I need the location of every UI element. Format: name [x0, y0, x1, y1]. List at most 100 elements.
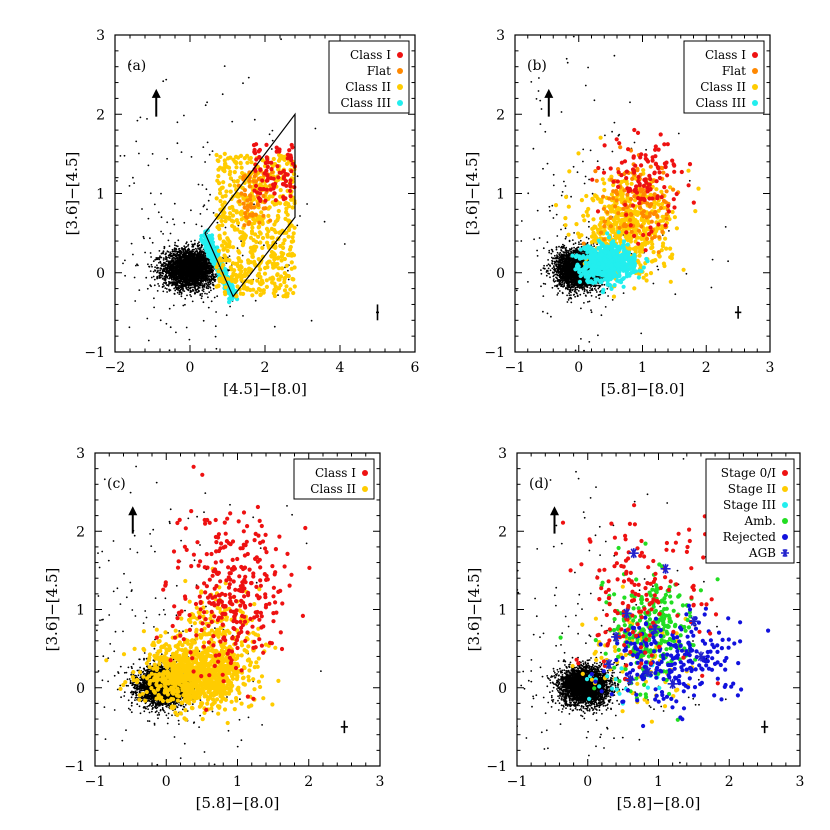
data-point — [169, 326, 172, 329]
data-point — [153, 203, 156, 206]
data-point — [230, 261, 236, 266]
data-point — [212, 212, 215, 214]
data-point — [163, 285, 165, 287]
data-point — [204, 266, 207, 269]
data-point — [269, 253, 274, 258]
data-point — [288, 184, 293, 189]
data-point — [258, 240, 263, 245]
data-point — [289, 197, 294, 202]
data-point — [225, 262, 228, 265]
data-point — [209, 272, 211, 275]
data-point — [173, 259, 176, 261]
data-point — [282, 256, 287, 262]
data-point — [261, 290, 266, 295]
data-point — [211, 150, 214, 153]
data-point — [202, 274, 205, 276]
data-point — [161, 286, 164, 288]
data-point — [265, 178, 270, 183]
data-point — [211, 283, 214, 286]
data-point — [207, 281, 209, 283]
data-point — [256, 271, 262, 276]
data-point — [545, 274, 548, 277]
data-point — [203, 284, 206, 287]
data-point — [244, 272, 249, 277]
data-point — [227, 183, 232, 188]
data-point — [174, 244, 176, 247]
data-point — [175, 279, 178, 282]
data-point — [227, 205, 232, 211]
data-point — [169, 271, 172, 274]
data-point — [193, 254, 196, 256]
data-point — [171, 284, 174, 286]
data-point — [194, 292, 197, 295]
data-point — [576, 288, 578, 291]
data-point — [134, 300, 137, 302]
data-point — [269, 167, 274, 172]
data-point — [276, 175, 281, 180]
data-point — [147, 263, 149, 266]
data-point — [172, 270, 175, 272]
data-point — [191, 274, 194, 277]
data-point — [271, 186, 276, 191]
data-point — [194, 288, 197, 291]
data-point — [179, 277, 181, 280]
data-point — [218, 165, 223, 170]
data-point — [173, 287, 176, 290]
data-point — [207, 287, 210, 290]
data-point — [215, 252, 220, 257]
data-point — [261, 193, 266, 199]
data-point — [183, 262, 186, 264]
data-point — [241, 196, 246, 201]
data-point — [179, 288, 182, 291]
y-tick-label: 1 — [96, 187, 105, 203]
data-point — [189, 291, 192, 293]
plot-area — [515, 35, 729, 352]
data-point — [202, 205, 205, 208]
data-point — [235, 264, 241, 269]
data-point — [210, 240, 215, 245]
reddening-arrow-icon — [151, 88, 161, 117]
data-point — [175, 247, 178, 250]
data-point — [163, 268, 166, 270]
data-point — [282, 174, 287, 179]
data-point — [181, 273, 184, 276]
data-point — [191, 283, 194, 286]
data-point — [230, 285, 235, 290]
data-point — [199, 248, 202, 250]
data-point — [202, 290, 205, 293]
data-point — [224, 189, 229, 194]
data-point — [185, 278, 188, 281]
data-point — [232, 225, 237, 230]
data-point — [264, 187, 269, 192]
data-point — [182, 275, 185, 278]
data-point — [160, 268, 163, 270]
data-point — [258, 292, 263, 298]
data-point — [217, 277, 222, 282]
data-point — [224, 270, 229, 275]
data-point — [143, 237, 145, 240]
data-point — [187, 288, 190, 291]
data-point — [214, 279, 217, 281]
data-point — [152, 270, 155, 273]
data-point — [264, 142, 269, 147]
data-point — [200, 297, 203, 300]
data-point — [189, 294, 192, 296]
data-point — [290, 161, 295, 166]
series-flat — [236, 168, 275, 228]
data-point — [269, 226, 274, 231]
data-point — [207, 275, 210, 278]
data-point — [176, 284, 179, 286]
data-point — [184, 250, 187, 253]
data-point — [242, 205, 247, 210]
data-point — [194, 286, 197, 288]
data-point — [216, 174, 221, 179]
data-point — [170, 264, 173, 267]
data-point — [277, 230, 282, 235]
data-point — [217, 181, 222, 186]
data-point — [186, 270, 189, 273]
data-point — [162, 80, 165, 83]
data-point — [201, 270, 204, 272]
data-point — [221, 239, 226, 244]
